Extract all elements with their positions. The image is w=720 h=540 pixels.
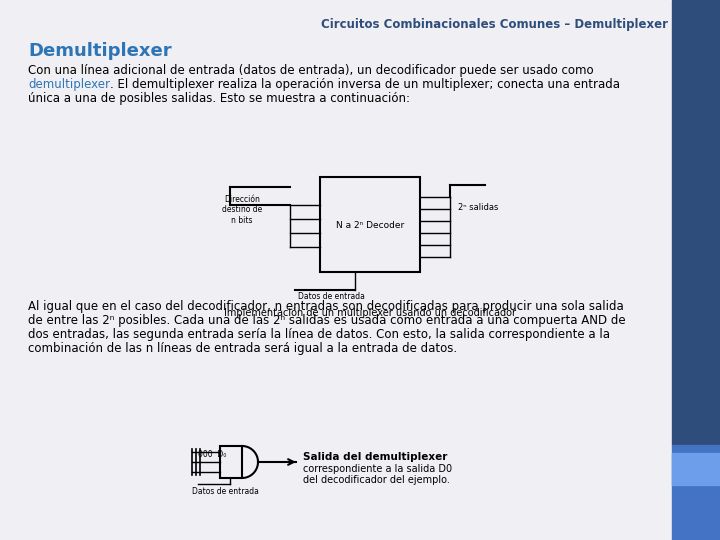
Bar xyxy=(672,453,720,485)
Text: única a una de posibles salidas. Esto se muestra a continuación:: única a una de posibles salidas. Esto se… xyxy=(28,92,410,105)
Bar xyxy=(672,0,720,445)
Text: de entre las 2ⁿ posibles. Cada una de las 2ⁿ salidas es usada como entrada a una: de entre las 2ⁿ posibles. Cada una de la… xyxy=(28,314,626,327)
Text: del decodificador del ejemplo.: del decodificador del ejemplo. xyxy=(303,475,450,485)
Text: Datos de entrada: Datos de entrada xyxy=(298,292,365,301)
Text: Dirección
destino de
n bits: Dirección destino de n bits xyxy=(222,195,262,225)
Bar xyxy=(320,177,420,272)
Text: demultiplexer: demultiplexer xyxy=(28,78,110,91)
Text: N a 2ⁿ Decoder: N a 2ⁿ Decoder xyxy=(336,220,404,230)
Text: Datos de entrada: Datos de entrada xyxy=(192,487,258,496)
Text: Implementación de un multiplexer usando un decodificador: Implementación de un multiplexer usando … xyxy=(224,308,516,319)
Text: combinación de las n líneas de entrada será igual a la entrada de datos.: combinación de las n líneas de entrada s… xyxy=(28,342,457,355)
Bar xyxy=(220,446,242,478)
Text: Demultiplexer: Demultiplexer xyxy=(28,42,171,60)
Text: Salida del demultiplexer: Salida del demultiplexer xyxy=(303,452,447,462)
Text: Circuitos Combinacionales Comunes – Demultiplexer: Circuitos Combinacionales Comunes – Demu… xyxy=(321,18,668,31)
Text: Al igual que en el caso del decodificador, n entradas son decodificadas para pro: Al igual que en el caso del decodificado… xyxy=(28,300,624,313)
Text: . El demultiplexer realiza la operación inversa de un multiplexer; conecta una e: . El demultiplexer realiza la operación … xyxy=(110,78,620,91)
Bar xyxy=(672,445,720,540)
Text: correspondiente a la salida D0: correspondiente a la salida D0 xyxy=(303,464,452,474)
Text: 000  D₀: 000 D₀ xyxy=(198,450,226,459)
Text: dos entradas, las segunda entrada sería la línea de datos. Con esto, la salida c: dos entradas, las segunda entrada sería … xyxy=(28,328,610,341)
Text: 2ⁿ salidas: 2ⁿ salidas xyxy=(458,202,498,212)
Text: Con una línea adicional de entrada (datos de entrada), un decodificador puede se: Con una línea adicional de entrada (dato… xyxy=(28,64,593,77)
